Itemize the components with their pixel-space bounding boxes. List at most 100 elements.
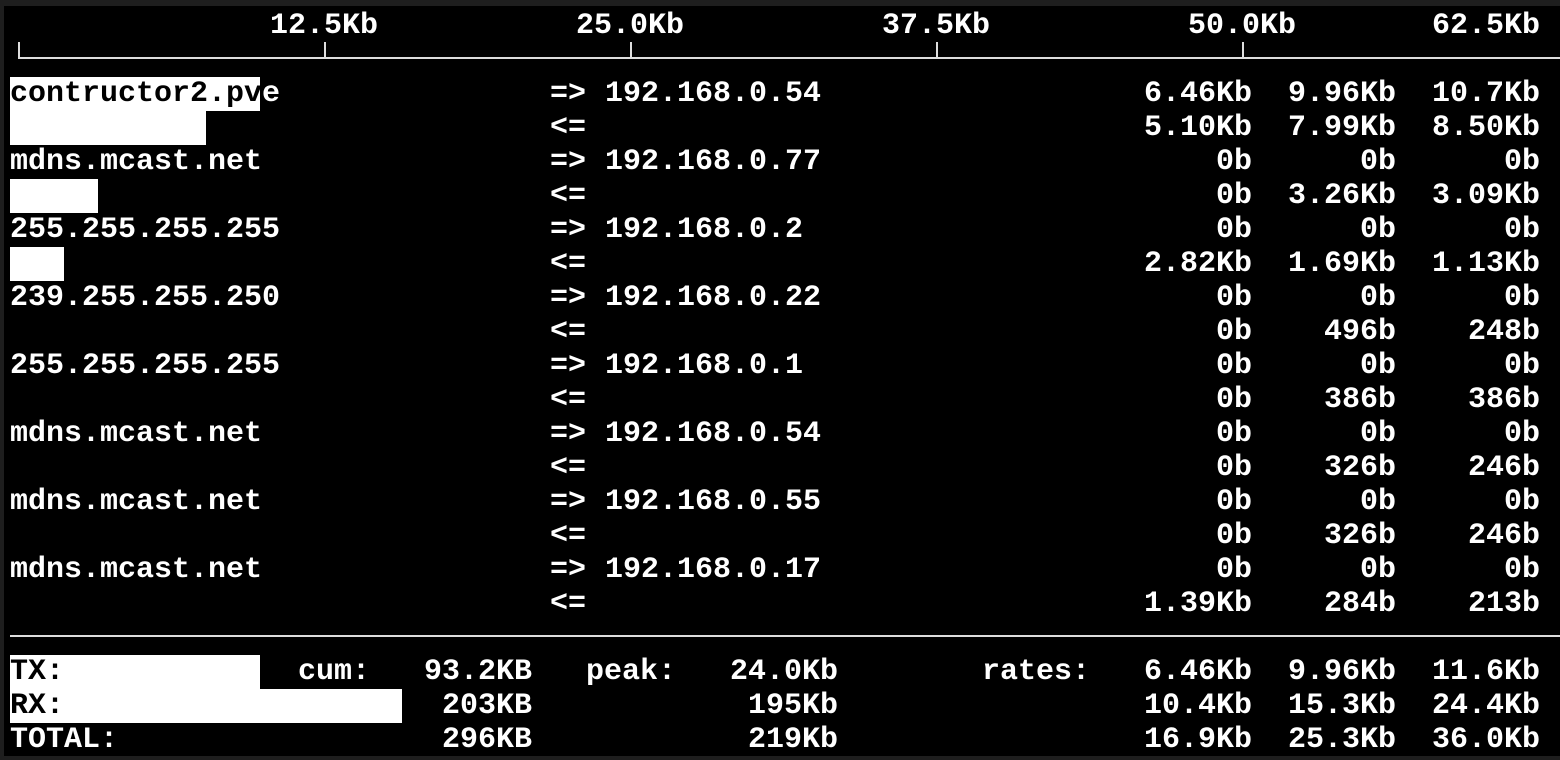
scale-tick xyxy=(324,42,326,58)
tx-rate: 0b xyxy=(1503,553,1540,587)
tx-arrow: => xyxy=(550,145,587,179)
total-rate: 25.3Kb xyxy=(1287,723,1396,757)
tx-rate: 0b xyxy=(1215,417,1252,451)
tx-arrow: => xyxy=(550,77,586,111)
connection-host: mdns.mcast.net xyxy=(10,417,263,451)
scale-axis-line xyxy=(18,57,1560,59)
traffic-bar-rx xyxy=(10,179,99,213)
rx-rate: 496b xyxy=(1323,315,1396,349)
rx-rate: 1.39Kb xyxy=(1143,587,1252,621)
total-rate: 11.6Kb xyxy=(1431,655,1540,689)
rx-rate: 0b xyxy=(1215,315,1252,349)
rx-rate: 0b xyxy=(1215,451,1252,485)
connection-destination: 192.168.0.2 xyxy=(605,213,804,247)
plain-text: <= xyxy=(550,111,587,145)
tx-arrow: => xyxy=(550,417,587,451)
connection-host: 255.255.255.255 xyxy=(10,349,281,383)
total-rate: 36.0Kb xyxy=(1431,723,1540,757)
rx-rate: 246b xyxy=(1467,519,1540,553)
tx-rate: 0b xyxy=(1215,281,1252,315)
rx-arrow: <= xyxy=(550,315,587,349)
rx-rate: 0b xyxy=(1215,179,1252,213)
rates-label: rates: xyxy=(982,655,1090,689)
rx-arrow: <= xyxy=(550,111,586,145)
tx-rate: 0b xyxy=(1503,485,1540,519)
tx-arrow: => xyxy=(550,349,587,383)
highlighted-text: contructor2.pv xyxy=(10,77,263,111)
scale-label: 50.0Kb xyxy=(1188,9,1297,43)
rx-rate: 386b xyxy=(1467,383,1540,417)
plain-text: rates: xyxy=(982,655,1091,689)
scale-label: 62.5Kb xyxy=(1431,9,1540,43)
connection-destination: 192.168.0.55 xyxy=(605,485,822,519)
connection-host: 239.255.255.250 xyxy=(10,281,281,315)
scale-label: 25.0Kb xyxy=(576,9,685,43)
total-rate: 10.4Kb xyxy=(1143,689,1252,723)
connection-destination: 192.168.0.1 xyxy=(605,349,804,383)
traffic-bar-rx xyxy=(10,111,206,145)
rx-rate: 5.10Kb xyxy=(1143,111,1252,145)
plain-text: e xyxy=(262,77,281,111)
rx-rate: 248b xyxy=(1467,315,1540,349)
total-row-label: TX: xyxy=(10,655,64,689)
total-bar xyxy=(10,655,260,689)
tx-arrow: => xyxy=(550,485,587,519)
scale-tick xyxy=(1242,42,1244,58)
tx-rate: 0b xyxy=(1215,145,1252,179)
plain-text: <= xyxy=(550,247,587,281)
tx-rate: 0b xyxy=(1503,349,1540,383)
tx-rate: 0b xyxy=(1359,485,1396,519)
tx-rate: 0b xyxy=(1503,145,1540,179)
plain-text: cum: xyxy=(298,655,371,689)
total-row-label: RX: xyxy=(10,689,64,723)
scale-tick xyxy=(18,42,20,58)
rx-arrow: <= xyxy=(550,519,587,553)
scale-tick xyxy=(936,42,938,58)
scale-tick xyxy=(630,42,632,58)
connection-host: mdns.mcast.net xyxy=(10,145,263,179)
plain-text: => xyxy=(550,77,587,111)
rx-rate: 213b xyxy=(1467,587,1540,621)
tx-rate: 0b xyxy=(1503,417,1540,451)
tx-rate: 0b xyxy=(1503,281,1540,315)
tx-rate: 0b xyxy=(1359,213,1396,247)
tx-rate: 0b xyxy=(1503,213,1540,247)
tx-rate: 0b xyxy=(1215,349,1252,383)
rx-arrow: <= xyxy=(550,179,586,213)
rx-rate: 326b xyxy=(1323,451,1396,485)
tx-rate: 0b xyxy=(1215,485,1252,519)
rx-rate: 8.50Kb xyxy=(1431,111,1540,145)
rx-arrow: <= xyxy=(550,383,587,417)
rx-rate: 284b xyxy=(1323,587,1396,621)
tx-rate: 0b xyxy=(1215,553,1252,587)
rx-rate: 246b xyxy=(1467,451,1540,485)
rx-rate: 7.99Kb xyxy=(1287,111,1396,145)
connection-host: 255.255.255.255 xyxy=(10,213,281,247)
total-rate: 9.96Kb xyxy=(1287,655,1396,689)
rx-arrow: <= xyxy=(550,451,587,485)
plain-text: <= xyxy=(550,179,587,213)
totals-separator xyxy=(10,635,1560,637)
connection-destination: 192.168.0.22 xyxy=(605,281,822,315)
total-peak: 195Kb xyxy=(747,689,838,723)
cum-label: cum: xyxy=(298,655,370,689)
total-rate: 16.9Kb xyxy=(1143,723,1252,757)
tx-arrow: => xyxy=(550,213,587,247)
rx-rate: 1.13Kb xyxy=(1431,247,1540,281)
tx-rate: 0b xyxy=(1359,553,1396,587)
connection-destination: 192.168.0.54 xyxy=(605,417,822,451)
connection-destination: 192.168.0.17 xyxy=(605,553,822,587)
tx-rate: 10.7Kb xyxy=(1431,77,1540,111)
rx-rate: 326b xyxy=(1323,519,1396,553)
total-peak: 24.0Kb xyxy=(729,655,838,689)
highlighted-text: TX: xyxy=(10,655,65,689)
rx-rate: 0b xyxy=(1215,383,1252,417)
peak-label: peak: xyxy=(586,655,676,689)
connection-destination: 192.168.0.77 xyxy=(605,145,822,179)
tx-rate: 6.46Kb xyxy=(1143,77,1252,111)
total-bar xyxy=(10,689,402,723)
rx-rate: 386b xyxy=(1323,383,1396,417)
total-row-label: TOTAL: xyxy=(10,723,119,757)
rx-arrow: <= xyxy=(550,587,587,621)
traffic-bar-tx xyxy=(10,77,260,111)
